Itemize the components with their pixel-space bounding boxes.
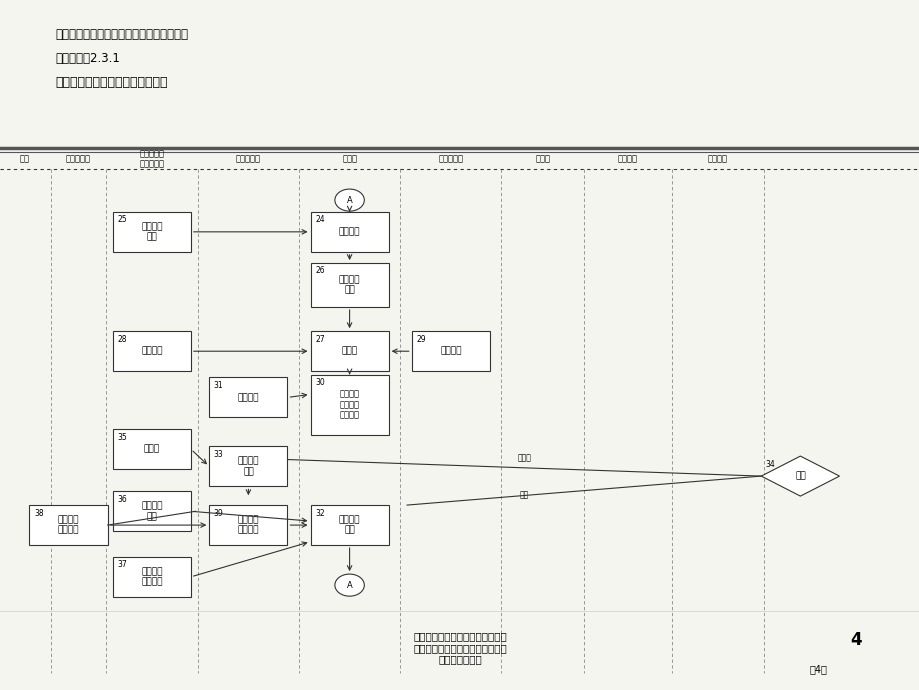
Text: A: A bbox=[346, 580, 352, 590]
Text: 流程名称：项目工程总体建设流程（续一）: 流程名称：项目工程总体建设流程（续一） bbox=[55, 28, 188, 41]
FancyBboxPatch shape bbox=[113, 491, 191, 531]
FancyBboxPatch shape bbox=[29, 505, 108, 545]
Text: 35: 35 bbox=[118, 433, 127, 442]
Text: 流程拥有者：工程管理部及项目部: 流程拥有者：工程管理部及项目部 bbox=[55, 76, 167, 89]
FancyBboxPatch shape bbox=[113, 331, 191, 371]
Text: 审查备案: 审查备案 bbox=[237, 393, 259, 402]
Text: 施工现场
服务: 施工现场 服务 bbox=[141, 502, 163, 521]
Text: 24: 24 bbox=[314, 215, 324, 224]
Text: 审批: 审批 bbox=[794, 471, 805, 481]
Text: 4: 4 bbox=[849, 631, 860, 649]
Text: 高层领导: 高层领导 bbox=[707, 154, 727, 164]
Text: 前期拓展部
规划技术部: 前期拓展部 规划技术部 bbox=[139, 149, 165, 168]
Text: 31: 31 bbox=[213, 381, 223, 390]
Text: 工程建设
管理: 工程建设 管理 bbox=[338, 515, 360, 535]
Text: 39: 39 bbox=[213, 509, 223, 518]
Text: 战略发展部: 战略发展部 bbox=[65, 154, 91, 164]
Text: 施工单位
进场: 施工单位 进场 bbox=[338, 275, 360, 295]
FancyBboxPatch shape bbox=[311, 375, 389, 435]
Text: 32: 32 bbox=[314, 509, 324, 518]
Text: 现场抽查
管理协调: 现场抽查 管理协调 bbox=[58, 515, 79, 535]
Text: 测桩、沉
降观测等
分项委托: 测桩、沉 降观测等 分项委托 bbox=[339, 390, 359, 420]
Text: 设计交底: 设计交底 bbox=[338, 227, 360, 237]
Text: 工程管理部: 工程管理部 bbox=[235, 154, 261, 164]
Text: 26: 26 bbox=[314, 266, 324, 275]
Text: 材料设备
采购供应: 材料设备 采购供应 bbox=[141, 567, 163, 586]
Text: 33: 33 bbox=[213, 450, 223, 459]
Text: 38: 38 bbox=[34, 509, 43, 518]
FancyBboxPatch shape bbox=[412, 331, 489, 371]
FancyBboxPatch shape bbox=[311, 331, 389, 371]
FancyBboxPatch shape bbox=[113, 429, 191, 469]
Text: 流程编号：2.3.1: 流程编号：2.3.1 bbox=[55, 52, 120, 65]
FancyBboxPatch shape bbox=[311, 505, 389, 545]
Text: 物业公司: 物业公司 bbox=[617, 154, 637, 164]
FancyBboxPatch shape bbox=[113, 557, 191, 597]
FancyBboxPatch shape bbox=[210, 446, 287, 486]
Text: 30: 30 bbox=[314, 378, 324, 387]
Text: 组织设计
人员: 组织设计 人员 bbox=[141, 222, 163, 242]
Text: 未通过: 未通过 bbox=[516, 453, 531, 462]
Polygon shape bbox=[761, 456, 839, 496]
FancyBboxPatch shape bbox=[113, 212, 191, 252]
Text: 通过: 通过 bbox=[519, 490, 528, 500]
Text: 开工手续: 开工手续 bbox=[141, 346, 163, 356]
Text: 变更审查
确认: 变更审查 确认 bbox=[237, 457, 259, 476]
Text: 项目部: 项目部 bbox=[342, 154, 357, 164]
Text: A: A bbox=[346, 195, 352, 205]
Text: 时间: 时间 bbox=[20, 154, 29, 164]
FancyBboxPatch shape bbox=[210, 377, 287, 417]
Text: 25: 25 bbox=[118, 215, 127, 224]
Text: 施工现场
检查巡视: 施工现场 检查巡视 bbox=[237, 515, 259, 535]
Text: 28: 28 bbox=[118, 335, 127, 344]
Circle shape bbox=[335, 574, 364, 596]
Text: 资金财务部: 资金财务部 bbox=[437, 154, 463, 164]
FancyBboxPatch shape bbox=[210, 505, 287, 545]
Circle shape bbox=[335, 189, 364, 211]
Text: 变更图: 变更图 bbox=[143, 444, 160, 454]
Text: 销售部: 销售部 bbox=[535, 154, 550, 164]
Text: 开工证: 开工证 bbox=[341, 346, 357, 356]
Text: 27: 27 bbox=[314, 335, 324, 344]
Text: 建设资金: 建设资金 bbox=[439, 346, 461, 356]
Text: 37: 37 bbox=[118, 560, 127, 569]
Text: 29: 29 bbox=[416, 335, 425, 344]
Text: 天津泰丰工业园投资（集团）有限
公司组织结构及流程设计报告工程
管理部及项目部: 天津泰丰工业园投资（集团）有限 公司组织结构及流程设计报告工程 管理部及项目部 bbox=[413, 631, 506, 664]
FancyBboxPatch shape bbox=[311, 212, 389, 252]
Text: 34: 34 bbox=[766, 460, 775, 469]
FancyBboxPatch shape bbox=[311, 263, 389, 307]
Text: 36: 36 bbox=[118, 495, 127, 504]
Text: 第4页: 第4页 bbox=[809, 664, 826, 674]
